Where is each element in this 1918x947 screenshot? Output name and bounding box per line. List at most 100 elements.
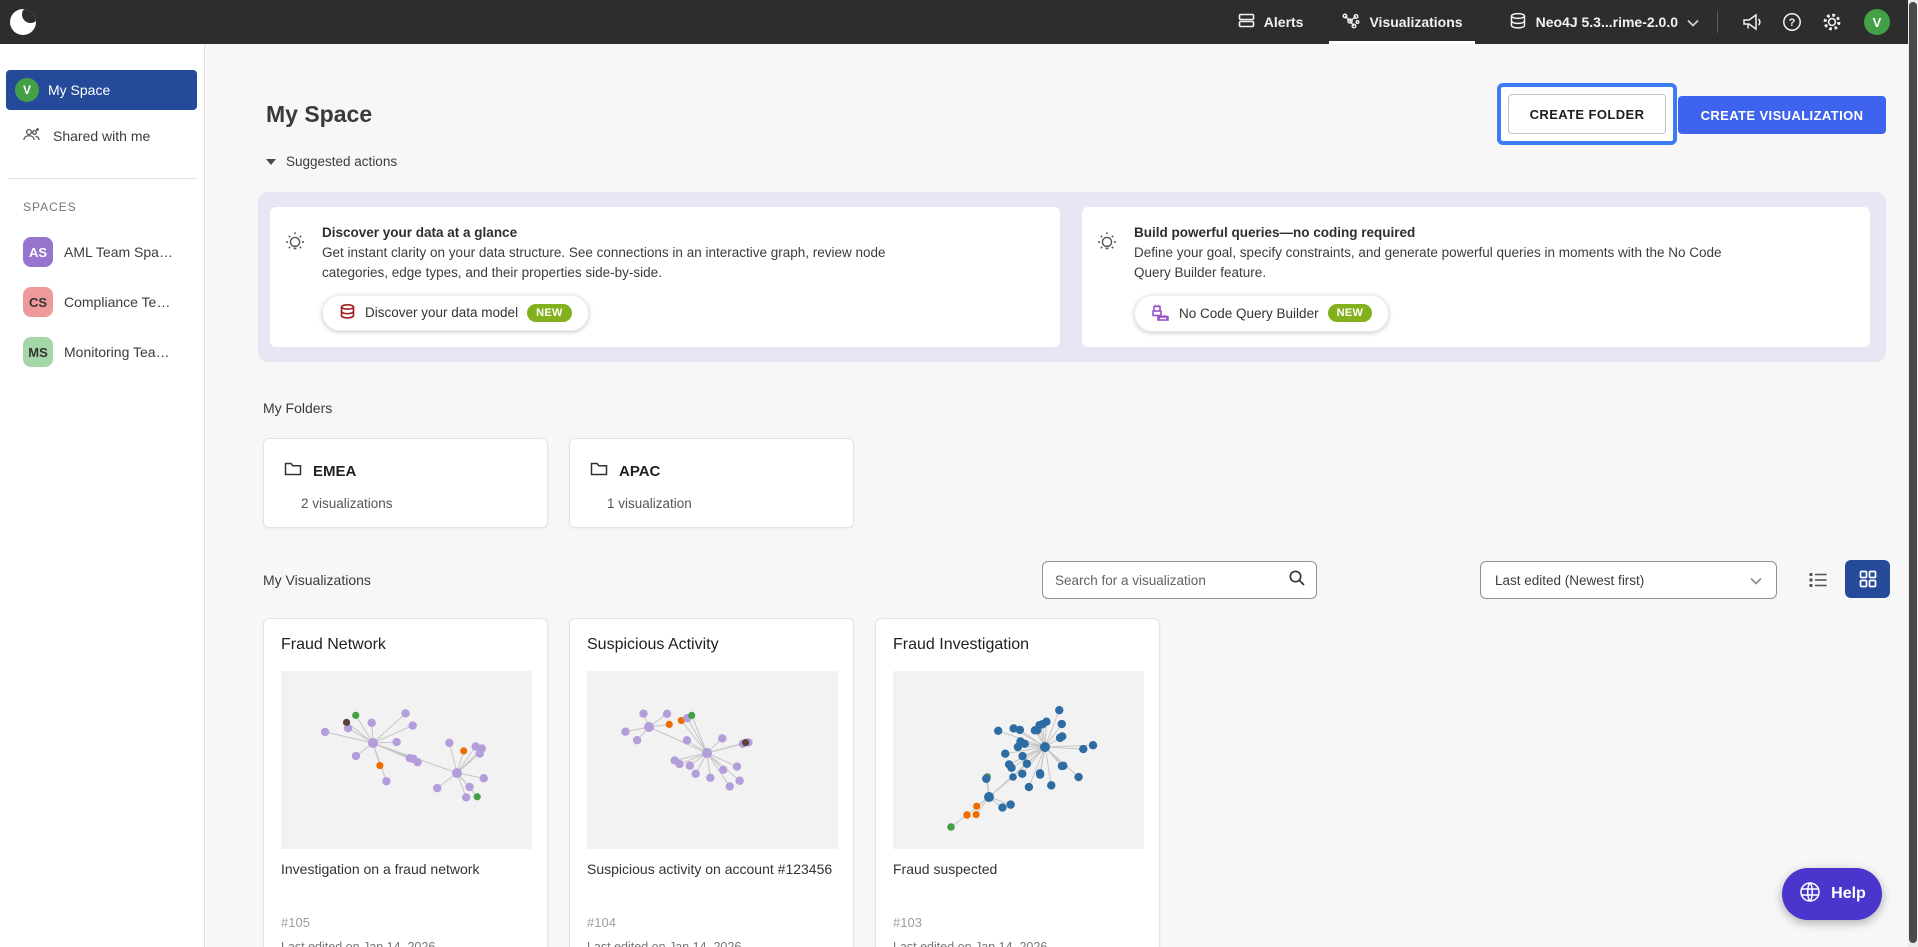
suggestion-card-no-code-query: Build powerful queries—no coding require… xyxy=(1082,207,1870,347)
suggestion-body: Get instant clarity on your data structu… xyxy=(322,245,886,281)
visualization-card-fraud-network[interactable]: Fraud Network Investigation on a fraud n… xyxy=(263,618,548,947)
topbar-divider xyxy=(1717,11,1718,33)
alerts-icon xyxy=(1238,12,1255,32)
announcements-button[interactable] xyxy=(1732,0,1772,44)
visualizations-icon xyxy=(1341,12,1360,32)
visualization-title: Fraud Network xyxy=(281,636,386,653)
list-view-toggle[interactable] xyxy=(1803,565,1833,595)
create-visualization-button[interactable]: CREATE VISUALIZATION xyxy=(1678,96,1886,134)
nav-visualizations[interactable]: Visualizations xyxy=(1329,0,1474,44)
sidebar-divider xyxy=(8,178,197,179)
space-badge: MS xyxy=(23,337,53,367)
sidebar-item-aml-team-space[interactable]: AS AML Team Spa… xyxy=(8,232,199,272)
folder-card-apac[interactable]: APAC 1 visualization xyxy=(569,438,854,528)
suggestion-title: Build powerful queries—no coding require… xyxy=(1134,225,1416,240)
space-label: AML Team Spa… xyxy=(64,244,173,260)
blocks-purple-icon xyxy=(1151,303,1170,324)
suggestion-card-discover-data: Discover your data at a glance Get insta… xyxy=(270,207,1060,347)
graph-thumbnail xyxy=(281,671,532,849)
chevron-down-icon xyxy=(1687,14,1699,30)
page-title: My Space xyxy=(266,101,373,127)
visualization-last-edited: Last edited on Jan 14, 2026 xyxy=(587,940,742,947)
suggested-actions-label: Suggested actions xyxy=(286,154,398,169)
my-visualizations-heading: My Visualizations xyxy=(263,572,371,588)
visualization-card-fraud-investigation[interactable]: Fraud Investigation Fraud suspected #103… xyxy=(875,618,1160,947)
help-button[interactable]: Help xyxy=(1782,868,1882,920)
nav-alerts-label: Alerts xyxy=(1263,14,1304,30)
suggestion-title: Discover your data at a glance xyxy=(322,225,518,240)
folder-icon xyxy=(284,461,302,481)
sidebar: V My Space Shared with me SPACES AS AML … xyxy=(0,44,205,947)
visualization-last-edited: Last edited on Jan 14, 2026 xyxy=(281,940,436,947)
top-nav: Alerts Visualizations xyxy=(1212,0,1475,44)
top-bar: Alerts Visualizations Neo4J 5.3...rime-2… xyxy=(0,0,1918,44)
folder-count: 2 visualizations xyxy=(301,496,393,511)
folder-name: EMEA xyxy=(313,462,357,480)
visualization-number: #105 xyxy=(281,915,310,930)
folder-icon xyxy=(590,461,608,481)
folder-name: APAC xyxy=(619,462,661,480)
sidebar-item-compliance-team-space[interactable]: CS Compliance Te… xyxy=(8,282,199,322)
space-label: Monitoring Tea… xyxy=(64,344,170,360)
folder-count: 1 visualization xyxy=(607,496,692,511)
visualization-description: Investigation on a fraud network xyxy=(281,861,480,877)
visualization-title: Fraud Investigation xyxy=(893,636,1030,653)
caret-down-icon xyxy=(266,158,276,165)
shared-with-me-label: Shared with me xyxy=(53,128,151,144)
spaces-heading: SPACES xyxy=(23,200,77,214)
main-content: My Space CREATE FOLDER CREATE VISUALIZAT… xyxy=(205,44,1908,947)
lightbulb-icon xyxy=(284,225,322,331)
grid-view-icon xyxy=(1859,570,1876,588)
create-folder-button[interactable]: CREATE FOLDER xyxy=(1508,94,1666,134)
visualization-last-edited: Last edited on Jan 14, 2026 xyxy=(893,940,1048,947)
lightbulb-icon xyxy=(1096,225,1134,331)
new-badge: NEW xyxy=(1327,304,1373,322)
sidebar-item-monitoring-team-space[interactable]: MS Monitoring Tea… xyxy=(8,332,199,372)
megaphone-icon xyxy=(1743,13,1761,31)
no-code-query-builder-button[interactable]: No Code Query Builder NEW xyxy=(1134,294,1390,332)
sort-value: Last edited (Newest first) xyxy=(1495,572,1645,588)
visualization-description: Fraud suspected xyxy=(893,861,998,877)
svg-text:?: ? xyxy=(1789,17,1796,29)
question-circle-icon: ? xyxy=(1783,13,1801,31)
search-input[interactable] xyxy=(1055,572,1288,588)
settings-button[interactable] xyxy=(1812,0,1852,44)
database-icon xyxy=(1509,12,1527,33)
page-scrollbar-thumb[interactable] xyxy=(1909,2,1917,943)
visualization-title: Suspicious Activity xyxy=(587,636,719,653)
visualization-number: #103 xyxy=(893,915,922,930)
discover-data-model-label: Discover your data model xyxy=(365,305,519,320)
help-menu-button[interactable]: ? xyxy=(1772,0,1812,44)
database-selector-label: Neo4J 5.3...rime-2.0.0 xyxy=(1535,14,1678,30)
folder-card-emea[interactable]: EMEA 2 visualizations xyxy=(263,438,548,528)
space-badge: CS xyxy=(23,287,53,317)
gear-icon xyxy=(1823,13,1841,31)
visualization-description: Suspicious activity on account #123456 xyxy=(587,861,833,877)
visualization-search xyxy=(1042,561,1317,599)
sort-dropdown[interactable]: Last edited (Newest first) xyxy=(1480,561,1777,599)
app-logo[interactable] xyxy=(10,9,36,35)
brain-icon xyxy=(1798,880,1822,909)
my-space-label: My Space xyxy=(48,82,111,98)
visualization-card-suspicious-activity[interactable]: Suspicious Activity Suspicious activity … xyxy=(569,618,854,947)
chevron-down-icon xyxy=(1750,573,1762,588)
sidebar-item-my-space[interactable]: V My Space xyxy=(6,70,197,110)
user-avatar[interactable]: V xyxy=(1864,9,1890,35)
discover-data-model-button[interactable]: Discover your data model NEW xyxy=(322,294,589,331)
page-scrollbar-track[interactable] xyxy=(1908,0,1918,947)
create-folder-highlight-ring: CREATE FOLDER xyxy=(1497,83,1677,145)
space-badge: AS xyxy=(23,237,53,267)
nav-alerts[interactable]: Alerts xyxy=(1226,0,1316,44)
database-red-icon xyxy=(339,303,356,323)
graph-thumbnail xyxy=(587,671,838,849)
sidebar-item-shared-with-me[interactable]: Shared with me xyxy=(6,118,197,154)
search-icon[interactable] xyxy=(1288,569,1306,592)
my-space-avatar: V xyxy=(15,78,39,102)
database-selector[interactable]: Neo4J 5.3...rime-2.0.0 xyxy=(1501,0,1707,44)
my-folders-heading: My Folders xyxy=(263,400,333,416)
grid-view-toggle[interactable] xyxy=(1845,560,1890,598)
no-code-query-builder-label: No Code Query Builder xyxy=(1179,305,1319,321)
visualization-number: #104 xyxy=(587,915,616,930)
suggested-actions-toggle[interactable]: Suggested actions xyxy=(266,154,397,169)
shared-users-icon xyxy=(22,127,41,145)
